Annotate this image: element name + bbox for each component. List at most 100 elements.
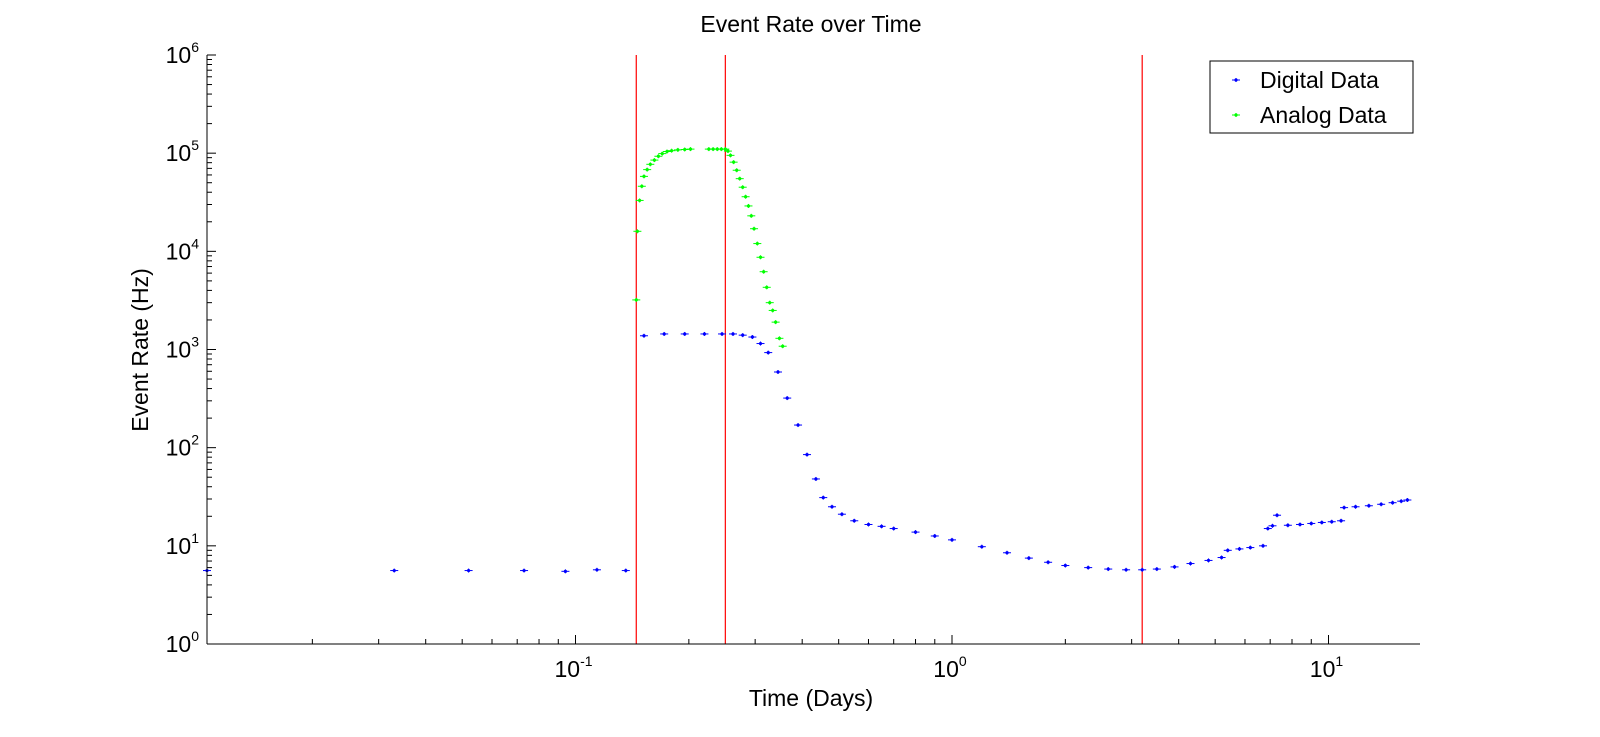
- digital-data-point-1: [390, 568, 399, 573]
- digital-data-point-64: [1397, 499, 1406, 504]
- analog-data-point-26: [741, 194, 750, 199]
- y-tick-label-1: 101: [166, 530, 200, 559]
- analog-data-point-29: [750, 226, 759, 231]
- digital-data-point-30: [930, 533, 939, 538]
- digital-data-point-39: [1122, 567, 1131, 572]
- digital-data-point-9: [680, 331, 689, 336]
- analog-data-point-25: [738, 185, 747, 190]
- digital-data-point-15: [756, 341, 765, 346]
- digital-data-point-62: [1377, 502, 1386, 507]
- digital-data-point-55: [1307, 521, 1316, 526]
- digital-data-point-32: [977, 544, 986, 549]
- digital-data-point-37: [1084, 565, 1093, 570]
- y-tick-label-2: 102: [166, 432, 200, 461]
- digital-data-point-56: [1317, 520, 1326, 525]
- digital-data-point-2: [464, 568, 473, 573]
- digital-data-point-14: [748, 335, 757, 340]
- analog-data-point-27: [744, 203, 753, 208]
- digital-data-point-17: [773, 369, 782, 374]
- analog-data-point-9: [658, 151, 667, 156]
- digital-data-point-59: [1340, 505, 1349, 510]
- analog-data-point-38: [778, 344, 787, 349]
- y-tick-label-5: 105: [166, 137, 200, 166]
- analog-data-point-2: [635, 198, 644, 203]
- analog-data-point-28: [747, 213, 756, 218]
- digital-data-point-29: [911, 530, 920, 535]
- analog-data-point-5: [643, 167, 652, 172]
- digital-data-point-53: [1283, 523, 1292, 528]
- analog-data-point-35: [768, 308, 777, 313]
- legend-marker-analog-glyph: [1232, 113, 1240, 117]
- digital-data-point-35: [1044, 560, 1053, 565]
- digital-data-point-54: [1295, 522, 1304, 527]
- digital-data-point-40: [1138, 567, 1147, 572]
- digital-data-point-38: [1104, 567, 1113, 572]
- analog-data-point-36: [771, 320, 780, 325]
- legend-marker-digital: [1232, 78, 1240, 82]
- digital-data-point-51: [1268, 523, 1277, 528]
- digital-data-point-11: [718, 331, 727, 336]
- legend-box: [1209, 60, 1414, 134]
- analog-data-point-14: [686, 147, 695, 152]
- analog-data-point-21: [726, 153, 735, 158]
- digital-data-point-23: [827, 504, 836, 509]
- analog-data-point-33: [762, 285, 771, 290]
- analog-data-point-3: [637, 184, 646, 189]
- digital-data-point-27: [877, 524, 886, 529]
- digital-data-point-24: [837, 512, 846, 517]
- analog-data-point-23: [732, 168, 741, 173]
- x-axis-ticks: 10-1 100 101: [311, 635, 1343, 682]
- digital-data-point-42: [1170, 564, 1179, 569]
- digital-data-point-31: [948, 537, 957, 542]
- digital-data-point-41: [1152, 567, 1161, 572]
- digital-data-point-50: [1263, 526, 1272, 531]
- digital-data-point-20: [803, 452, 812, 457]
- y-tick-label-6: 106: [166, 39, 200, 68]
- digital-data-point-12: [729, 331, 738, 336]
- digital-data-point-8: [660, 331, 669, 336]
- legend-item-analog: Analog Data: [1232, 102, 1387, 128]
- analog-data-point-31: [756, 255, 765, 260]
- digital-data-point-45: [1217, 555, 1226, 560]
- y-tick-label-0: 100: [166, 628, 200, 657]
- analog-data-point-12: [673, 147, 682, 152]
- y-axis-ticks: 100 101 102 103 104 105 106: [166, 39, 216, 657]
- analog-data-point-11: [667, 148, 676, 153]
- digital-data-point-7: [639, 333, 648, 338]
- chart-title: Event Rate over Time: [700, 11, 921, 37]
- analog-data-point-8: [654, 154, 663, 159]
- digital-data-point-5: [592, 567, 601, 572]
- digital-data-point-33: [1003, 550, 1012, 555]
- analog-data-point-4: [639, 174, 648, 179]
- analog-data-point-6: [646, 162, 655, 167]
- legend-marker-digital-glyph: [1232, 78, 1240, 82]
- digital-data-point-6: [621, 568, 630, 573]
- analog-data-point-37: [775, 336, 784, 341]
- analog-data-point-10: [663, 149, 672, 154]
- analog-data-point-24: [735, 176, 744, 181]
- legend-label-digital: Digital Data: [1260, 67, 1379, 93]
- digital-data-point-57: [1327, 519, 1336, 524]
- analog-data-point-20: [723, 149, 732, 154]
- analog-data-point-34: [765, 300, 774, 305]
- analog-data-point-1: [633, 229, 642, 234]
- digital-data-point-58: [1337, 518, 1346, 523]
- analog-data-series: [632, 147, 787, 349]
- y-tick-label-4: 104: [166, 235, 200, 264]
- legend-marker-analog: [1232, 113, 1240, 117]
- digital-data-point-36: [1061, 563, 1070, 568]
- legend-item-digital: Digital Data: [1232, 67, 1379, 93]
- legend-label-analog: Analog Data: [1260, 102, 1387, 128]
- y-tick-label-3: 103: [166, 334, 200, 363]
- digital-data-point-19: [794, 423, 803, 428]
- digital-data-point-60: [1351, 504, 1360, 509]
- digital-data-point-4: [561, 569, 570, 574]
- analog-data-point-7: [650, 158, 659, 163]
- x-tick-label-1: 100: [933, 653, 967, 682]
- digital-data-point-49: [1259, 543, 1268, 548]
- digital-data-point-43: [1186, 561, 1195, 566]
- digital-data-point-26: [864, 522, 873, 527]
- digital-data-point-18: [783, 396, 792, 401]
- digital-data-point-48: [1246, 545, 1255, 550]
